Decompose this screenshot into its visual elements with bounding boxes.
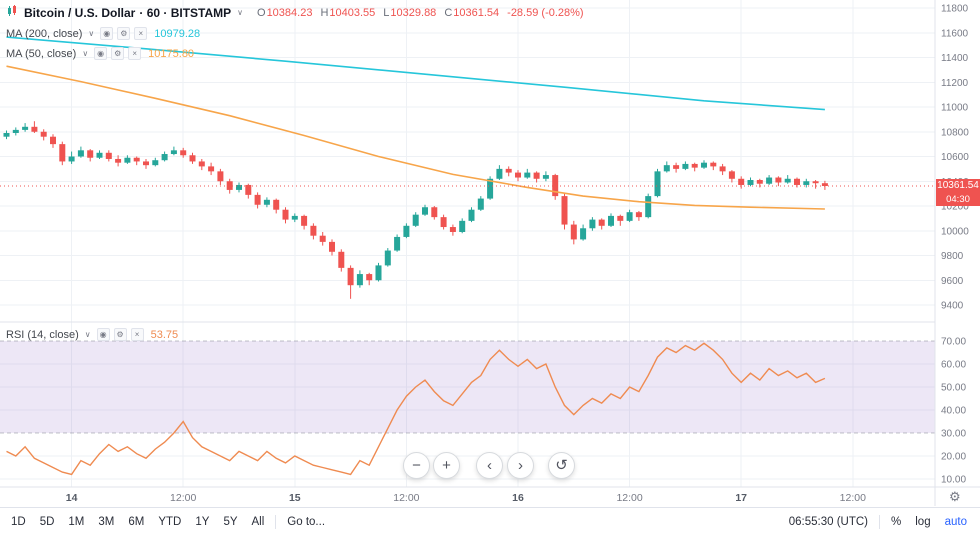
ma50-label[interactable]: MA (50, close) — [6, 47, 77, 60]
gear-icon[interactable]: ⚙ — [117, 27, 131, 40]
bar-countdown-badge: 04:30 — [936, 193, 980, 206]
svg-text:10200: 10200 — [941, 202, 969, 213]
range-button-5y[interactable]: 5Y — [223, 515, 238, 528]
chevron-down-icon[interactable]: ∨ — [84, 330, 91, 339]
gear-icon[interactable]: ⚙ — [113, 328, 127, 341]
range-button-ytd[interactable]: YTD — [158, 515, 182, 528]
svg-text:12:00: 12:00 — [393, 492, 419, 504]
svg-text:10000: 10000 — [941, 226, 969, 237]
range-button-1d[interactable]: 1D — [11, 515, 26, 528]
svg-text:10800: 10800 — [941, 127, 969, 138]
pane-borders — [0, 0, 980, 506]
svg-text:12:00: 12:00 — [616, 492, 642, 504]
chevron-down-icon[interactable]: ∨ — [237, 8, 243, 17]
axis-settings-gear-icon[interactable]: ⚙ — [949, 489, 961, 504]
last-price-badge: 10361.54 — [936, 179, 980, 193]
auto-scale-button[interactable]: auto — [944, 515, 967, 528]
high-label: H — [320, 6, 329, 19]
rsi-value: 53.75 — [150, 328, 179, 341]
close-icon[interactable]: × — [128, 47, 142, 60]
ohlc-readout: O 10384.23 H 10403.55 L 10329.88 C 10361.54 … — [257, 7, 584, 19]
svg-text:9400: 9400 — [941, 301, 964, 312]
low-label: L — [383, 6, 390, 19]
price-axis[interactable]: 9400960098001000010200104001060010800110… — [941, 4, 969, 486]
svg-text:11800: 11800 — [941, 4, 969, 15]
open-value: 10384.23 — [266, 6, 313, 19]
range-button-5d[interactable]: 5D — [39, 515, 55, 528]
zoom-out-button[interactable]: − — [403, 452, 430, 479]
range-button-6m[interactable]: 6M — [128, 515, 145, 528]
range-button-all[interactable]: All — [251, 515, 265, 528]
svg-text:11200: 11200 — [941, 78, 969, 89]
session-clock[interactable]: 06:55:30 (UTC) — [788, 515, 869, 528]
scroll-right-button[interactable]: › — [507, 452, 534, 479]
svg-text:9800: 9800 — [941, 251, 964, 262]
svg-text:40.00: 40.00 — [941, 406, 966, 417]
ma-200-line — [6, 36, 825, 111]
rsi-label[interactable]: RSI (14, close) — [6, 328, 79, 341]
close-icon[interactable]: × — [130, 328, 144, 341]
eye-icon[interactable]: ◉ — [96, 328, 110, 341]
svg-text:50.00: 50.00 — [941, 383, 966, 394]
toolbar-divider — [275, 514, 277, 529]
toolbar-divider — [879, 514, 881, 529]
ma-50-line — [6, 65, 825, 210]
chart-canvas[interactable]: 9400960098001000010200104001060010800110… — [0, 0, 980, 507]
ma200-label[interactable]: MA (200, close) — [6, 27, 83, 40]
svg-text:14: 14 — [66, 492, 78, 504]
svg-text:17: 17 — [735, 492, 747, 504]
svg-text:70.00: 70.00 — [941, 337, 966, 348]
eye-icon[interactable]: ◉ — [94, 47, 108, 60]
high-value: 10403.55 — [329, 6, 376, 19]
close-label: C — [444, 6, 453, 19]
svg-text:16: 16 — [512, 492, 524, 504]
svg-text:60.00: 60.00 — [941, 360, 966, 371]
chevron-down-icon[interactable]: ∨ — [88, 29, 95, 38]
low-value: 10329.88 — [390, 6, 437, 19]
candlestick-series — [3, 121, 828, 299]
range-buttons: 1D 5D 1M 3M 6M YTD 1Y 5Y All — [4, 516, 271, 528]
svg-text:11400: 11400 — [941, 53, 969, 64]
open-label: O — [257, 6, 266, 19]
scroll-left-button[interactable]: ‹ — [476, 452, 503, 479]
range-button-3m[interactable]: 3M — [98, 515, 115, 528]
ma200-value: 10979.28 — [154, 27, 201, 40]
symbol-title[interactable]: Bitcoin / U.S. Dollar — [24, 5, 136, 20]
candlestick-series-icon — [6, 5, 18, 20]
ma200-legend: MA (200, close) ∨ ◉ ⚙ × 10979.28 — [6, 27, 200, 40]
svg-text:10600: 10600 — [941, 152, 969, 163]
zoom-in-button[interactable]: + — [433, 452, 460, 479]
range-button-1y[interactable]: 1Y — [195, 515, 210, 528]
rsi-line — [6, 342, 826, 476]
goto-button[interactable]: Go to... — [287, 515, 326, 528]
svg-text:10.00: 10.00 — [941, 475, 966, 486]
gear-icon[interactable]: ⚙ — [111, 47, 125, 60]
bottom-toolbar: 1D 5D 1M 3M 6M YTD 1Y 5Y All Go to... 06:55:30 (… — [0, 507, 980, 535]
svg-text:30.00: 30.00 — [941, 429, 966, 440]
symbol-subtitle[interactable]: · 60 · BITSTAMP — [139, 5, 232, 20]
reset-chart-button[interactable]: ↺ — [548, 452, 575, 479]
svg-text:15: 15 — [289, 492, 301, 504]
svg-text:9600: 9600 — [941, 276, 964, 287]
svg-text:12:00: 12:00 — [170, 492, 196, 504]
svg-text:20.00: 20.00 — [941, 452, 966, 463]
close-icon[interactable]: × — [134, 27, 148, 40]
close-value: 10361.54 — [453, 6, 500, 19]
svg-text:11000: 11000 — [941, 103, 969, 114]
range-button-1m[interactable]: 1M — [68, 515, 85, 528]
eye-icon[interactable]: ◉ — [100, 27, 114, 40]
symbol-legend: Bitcoin / U.S. Dollar · 60 · BITSTAMP ∨ … — [6, 5, 584, 20]
percent-scale-button[interactable]: % — [891, 515, 902, 528]
change-value: -28.59 (-0.28%) — [507, 6, 584, 19]
svg-text:12:00: 12:00 — [840, 492, 866, 504]
chevron-down-icon[interactable]: ∨ — [82, 49, 89, 58]
ma50-value: 10175.80 — [148, 47, 195, 60]
log-scale-button[interactable]: log — [915, 515, 931, 528]
rsi-legend: RSI (14, close) ∨ ◉ ⚙ × 53.75 — [6, 328, 178, 341]
ma50-legend: MA (50, close) ∨ ◉ ⚙ × 10175.80 — [6, 47, 194, 60]
time-axis[interactable]: 14 12:00 15 12:00 16 12:00 17 12:00 — [66, 492, 866, 504]
svg-text:11600: 11600 — [941, 28, 969, 39]
gridlines — [0, 0, 935, 487]
